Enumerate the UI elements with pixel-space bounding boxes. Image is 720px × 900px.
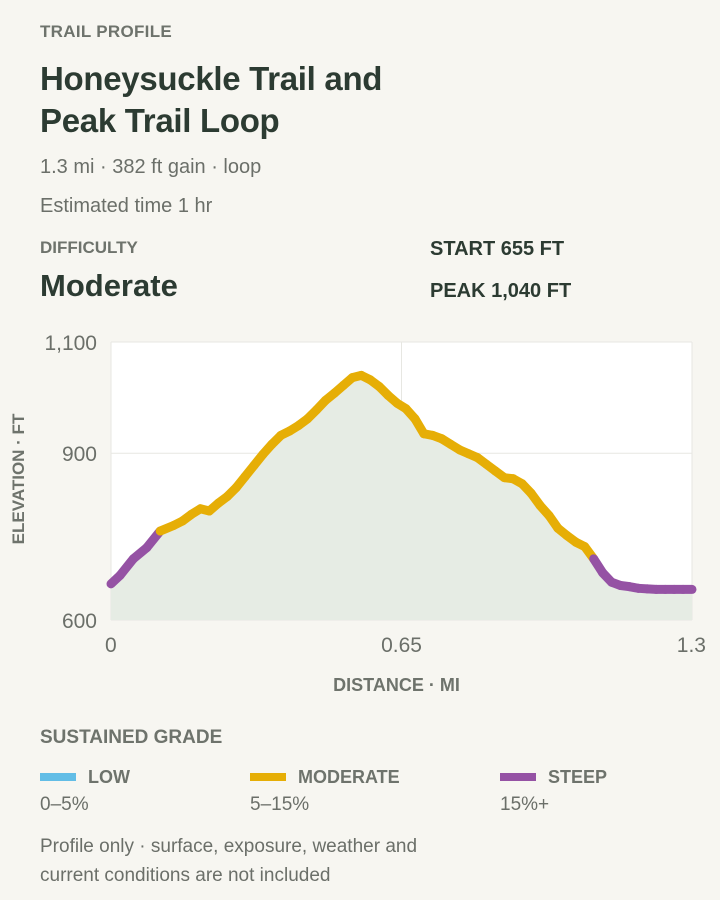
estimated-time: Estimated time 1 hr xyxy=(40,195,213,217)
peak-elevation: PEAK 1,040 FT xyxy=(430,280,572,302)
trail-title: Honeysuckle Trail and Peak Trail Loop xyxy=(40,60,383,139)
y-tick-label: 900 xyxy=(62,443,97,466)
x-axis-ticks: 0 0.65 1.3 xyxy=(105,634,706,657)
legend-swatch-steep xyxy=(500,773,536,781)
footnote: Profile only · surface, exposure, weathe… xyxy=(40,836,418,886)
legend-name-steep: STEEP xyxy=(548,766,608,787)
y-axis-label: ELEVATION · FT xyxy=(9,413,28,544)
legend-swatch-moderate xyxy=(250,773,286,781)
legend-item-low: LOW 0–5% xyxy=(40,766,240,816)
legend-range-steep: 15%+ xyxy=(500,794,550,815)
legend-range-moderate: 5–15% xyxy=(250,794,310,815)
x-tick-label: 0 xyxy=(105,634,117,657)
y-tick-label: 600 xyxy=(62,610,97,633)
x-axis-label: DISTANCE · MI xyxy=(333,675,460,695)
x-tick-label: 1.3 xyxy=(677,634,706,657)
elevation-line xyxy=(106,370,697,594)
trail-summary: 1.3 mi · 382 ft gain · loop xyxy=(40,156,262,178)
elevation-area xyxy=(111,375,692,620)
elevation-chart: 0 0.65 1.3 600 900 1,100 DISTANCE · MI ELEVA… xyxy=(9,332,706,695)
x-tick-label: 0.65 xyxy=(381,634,422,657)
y-tick-label: 1,100 xyxy=(44,332,97,355)
eyebrow: TRAIL PROFILE xyxy=(40,22,173,41)
legend-name-low: LOW xyxy=(88,766,130,787)
legend-title: SUSTAINED GRADE xyxy=(40,727,223,748)
legend-item-moderate: MODERATE 5–15% xyxy=(250,766,450,816)
legend-range-low: 0–5% xyxy=(40,794,89,815)
y-axis-ticks: 600 900 1,100 xyxy=(44,332,97,633)
difficulty-value: Moderate xyxy=(40,268,178,303)
legend-item-steep: STEEP 15%+ xyxy=(500,766,700,816)
legend-name-moderate: MODERATE xyxy=(298,766,400,787)
difficulty-label: DIFFICULTY xyxy=(40,238,138,257)
legend-swatch-low xyxy=(40,773,76,781)
start-elevation: START 655 FT xyxy=(430,238,565,260)
